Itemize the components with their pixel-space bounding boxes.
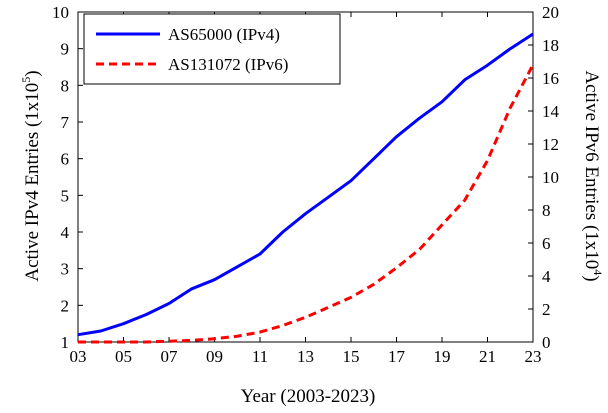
y-left-tick-label: 7 xyxy=(61,113,70,132)
legend-label: AS65000 (IPv4) xyxy=(168,25,280,44)
x-tick-label: 05 xyxy=(115,347,132,366)
y-left-axis-ticks: 1 2 3 4 5 6 7 8 9 10 xyxy=(52,3,83,352)
y-left-tick-label: 3 xyxy=(61,260,70,279)
series-line-ipv4 xyxy=(77,32,534,337)
y-left-tick-label: 4 xyxy=(61,223,70,242)
x-tick-label: 23 xyxy=(525,347,542,366)
y-right-tick-label: 4 xyxy=(542,267,551,286)
y-left-tick-label: 10 xyxy=(52,3,69,22)
y-left-tick-label: 8 xyxy=(61,76,70,95)
y-right-tick-label: 20 xyxy=(542,3,559,22)
x-axis-ticks: 03 05 07 09 11 13 15 17 19 21 23 xyxy=(70,12,542,366)
x-tick-label: 13 xyxy=(297,347,314,366)
y-right-axis-ticks: 0 2 4 6 8 10 12 14 16 18 20 xyxy=(528,3,560,352)
y-right-tick-label: 0 xyxy=(542,333,551,352)
series-layer xyxy=(77,32,535,344)
y-right-tick-label: 18 xyxy=(542,36,559,55)
y-left-tick-label: 1 xyxy=(61,333,70,352)
series-line-ipv6 xyxy=(78,64,535,344)
y-left-tick-label: 5 xyxy=(61,186,70,205)
y-right-tick-label: 8 xyxy=(542,201,551,220)
x-tick-label: 07 xyxy=(161,347,179,366)
y-left-tick-label: 6 xyxy=(61,150,70,169)
y-right-tick-label: 6 xyxy=(542,234,551,253)
legend-label: AS131072 (IPv6) xyxy=(168,55,288,74)
y-left-tick-label: 9 xyxy=(61,40,70,59)
y-right-tick-label: 2 xyxy=(542,300,551,319)
legend-box xyxy=(83,13,341,85)
x-tick-label: 11 xyxy=(252,347,268,366)
x-tick-label: 03 xyxy=(70,347,87,366)
y-right-tick-label: 10 xyxy=(542,168,559,187)
x-tick-label: 15 xyxy=(343,347,360,366)
y-left-tick-label: 2 xyxy=(61,296,70,315)
x-tick-label: 09 xyxy=(206,347,223,366)
y-right-tick-label: 12 xyxy=(542,135,559,154)
y-right-tick-label: 14 xyxy=(542,102,560,121)
x-tick-label: 17 xyxy=(388,347,406,366)
x-tick-label: 19 xyxy=(434,347,451,366)
y-right-tick-label: 16 xyxy=(542,69,559,88)
legend: AS65000 (IPv4) AS131072 (IPv6) xyxy=(83,13,341,85)
x-axis-title: Year (2003-2023) xyxy=(241,386,376,407)
y-right-axis-title: Active IPv6 Entries (1x104) xyxy=(581,70,605,281)
y-left-axis-title: Active IPv4 Entries (1x105) xyxy=(19,70,43,281)
x-tick-label: 21 xyxy=(479,347,496,366)
